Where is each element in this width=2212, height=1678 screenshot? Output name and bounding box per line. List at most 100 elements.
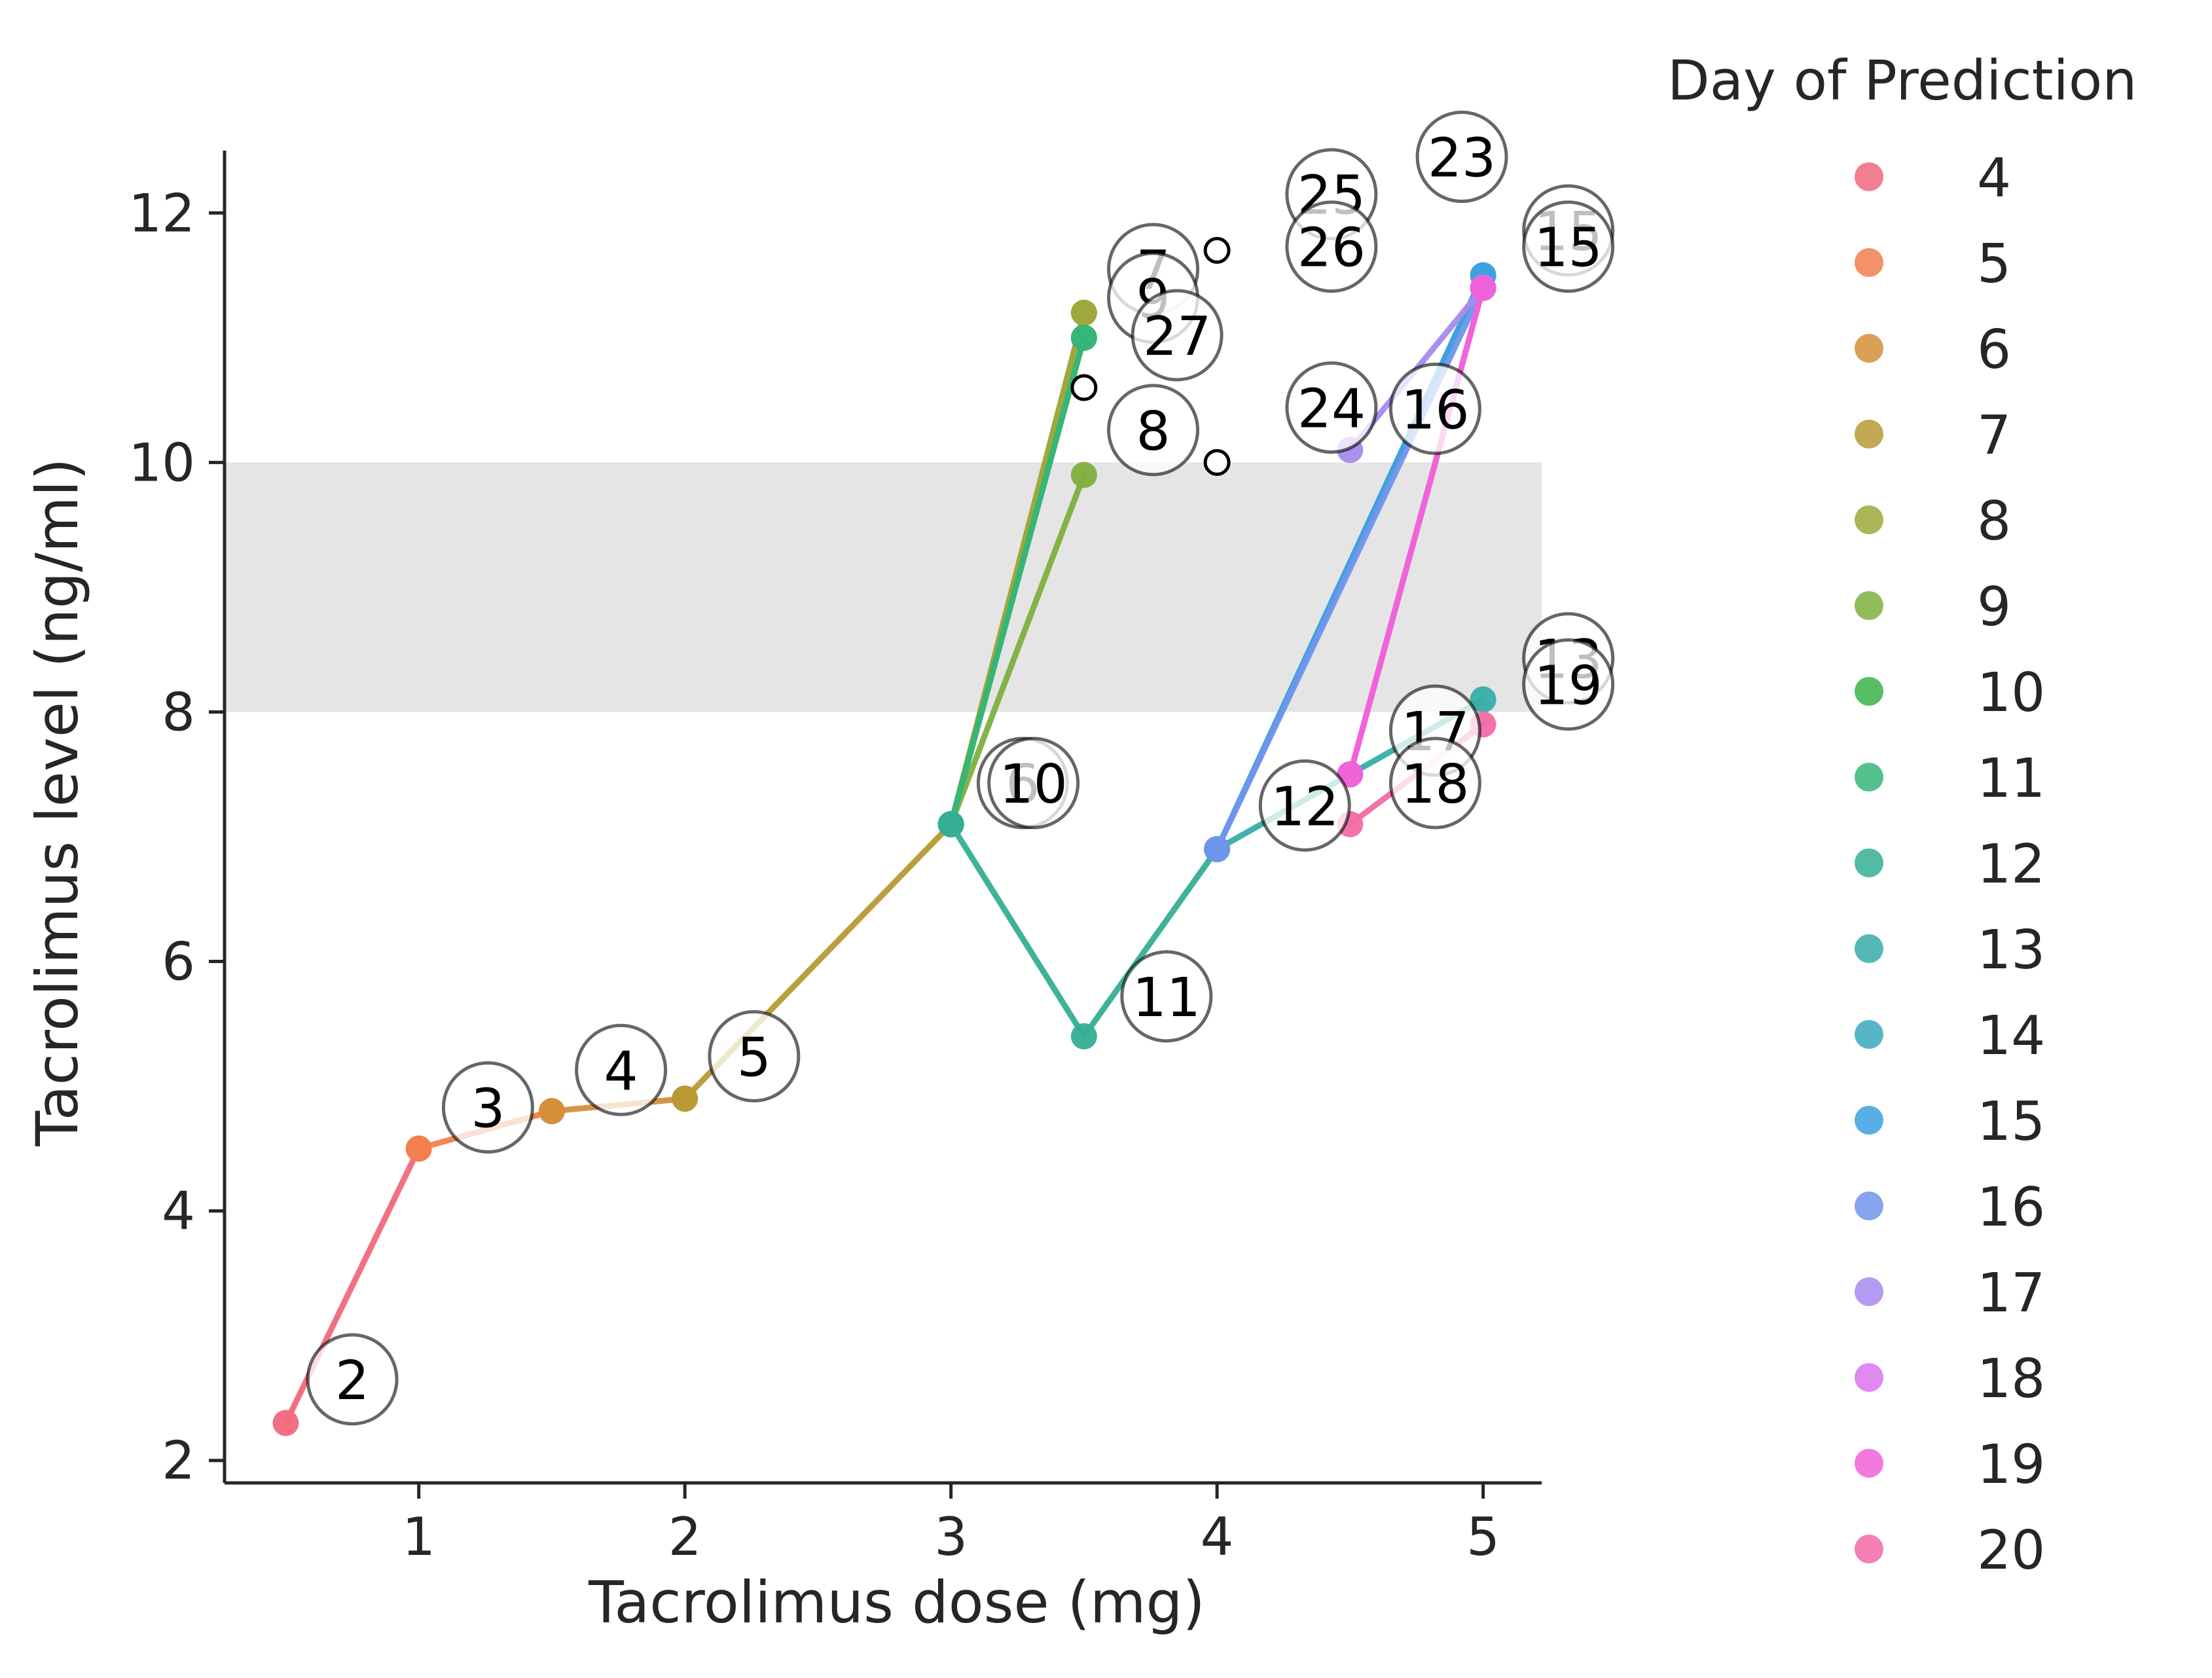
open-markers [1070,236,1231,476]
annotation-5: 5 [708,1010,801,1103]
data-point [937,811,964,837]
annotation-26: 26 [1285,200,1378,293]
annotation-label: 15 [1534,217,1602,280]
legend-label: 16 [1977,1176,2045,1239]
annotation-circle [1415,111,1508,204]
annotation-24: 24 [1285,361,1378,454]
data-point [1470,686,1496,713]
data-point [1070,462,1097,488]
legend-label: 15 [1977,1091,2045,1153]
annotation-label: 5 [737,1027,771,1089]
x-tick-label: 1 [402,1506,435,1567]
data-point [1204,836,1231,863]
open-marker [1203,448,1231,476]
annotation-circle [1522,638,1615,731]
open-marker [1203,236,1231,264]
annotation-circle [1120,950,1213,1043]
legend-marker [1855,934,1883,963]
annotation-label: 23 [1428,128,1496,190]
data-point [672,1085,698,1112]
legend-marker [1855,1363,1883,1392]
legend-marker [1855,763,1883,792]
legend-item-13: 13 [1855,919,2045,981]
annotation-label: 10 [999,754,1067,816]
legend-item-19: 19 [1855,1434,2045,1496]
annotation-circle [1285,200,1378,293]
legend-label: 20 [1977,1520,2045,1582]
annotation-label: 24 [1297,378,1366,441]
legend-label: 19 [1977,1434,2045,1496]
legend: Day of Prediction 4 5 6 7 8 9 10 11 12 13 14 15 16 17… [1667,48,2137,1582]
annotation-circle [987,737,1080,830]
data-point [1070,324,1097,351]
legend-marker [1855,591,1883,620]
legend-label: 13 [1977,919,2045,981]
annotation-circle [1522,200,1615,293]
legend-marker [1855,848,1883,877]
annotation-circle [1131,289,1224,382]
data-point [1070,299,1097,326]
legend-label: 7 [1977,405,2011,467]
legend-item-20: 20 [1855,1520,2045,1582]
annotation-12: 12 [1258,759,1351,852]
annotation-3: 3 [441,1061,534,1154]
legend-label: 10 [1977,662,2045,724]
data-point [538,1098,565,1125]
legend-item-15: 15 [1855,1091,2045,1153]
x-axis-label: Tacrolimus dose (mg) [588,1569,1205,1636]
annotation-18: 18 [1388,737,1481,830]
annotation-label: 26 [1297,217,1366,280]
annotation-27: 27 [1131,289,1224,382]
series-line [948,471,1087,828]
annotation-circle [1107,384,1200,477]
legend-label: 11 [1977,748,2045,810]
legend-item-18: 18 [1855,1348,2045,1410]
annotation-circle [306,1333,399,1426]
legend-item-11: 11 [1855,748,2045,810]
legend-marker [1855,1277,1883,1306]
annotation-15: 15 [1522,200,1615,293]
annotation-2: 2 [306,1333,399,1426]
legend-item-17: 17 [1855,1262,2045,1324]
annotations: 23456107927811252624231216171815151319 [306,111,1615,1426]
legend-label: 14 [1977,1005,2045,1067]
annotation-label: 27 [1143,306,1211,368]
annotation-circle [1388,362,1481,455]
legend-label: 8 [1977,490,2011,553]
data-point [405,1135,432,1162]
annotation-4: 4 [575,1023,668,1116]
legend-marker [1855,162,1883,191]
annotation-label: 3 [471,1078,505,1140]
annotation-circle [708,1010,801,1103]
x-tick-label: 5 [1466,1506,1500,1567]
legend-item-6: 6 [1855,319,2011,381]
annotation-label: 2 [335,1350,369,1412]
legend-marker [1855,1535,1883,1563]
legend-item-16: 16 [1855,1176,2045,1239]
annotation-19: 19 [1522,638,1615,731]
x-tick-label: 3 [934,1506,968,1567]
legend-marker [1855,505,1883,534]
annotation-23: 23 [1415,111,1508,204]
annotation-circle [575,1023,668,1116]
annotation-8: 8 [1107,384,1200,477]
annotation-circle [1388,737,1481,830]
series-line [1347,285,1487,778]
annotation-label: 18 [1401,754,1469,816]
legend-label: 9 [1977,576,2011,638]
legend-item-5: 5 [1855,233,2011,295]
legend-item-14: 14 [1855,1005,2045,1067]
legend-marker [1855,677,1883,706]
legend-item-4: 4 [1855,147,2011,210]
x-tick-label: 2 [668,1506,702,1567]
annotation-11: 11 [1120,950,1213,1043]
annotation-label: 12 [1271,776,1339,838]
legend-label: 4 [1977,147,2011,210]
legend-marker [1855,334,1883,363]
legend-label: 17 [1977,1262,2045,1324]
annotation-label: 4 [604,1040,638,1103]
data-point [1470,274,1496,301]
target-range-band [225,462,1542,712]
